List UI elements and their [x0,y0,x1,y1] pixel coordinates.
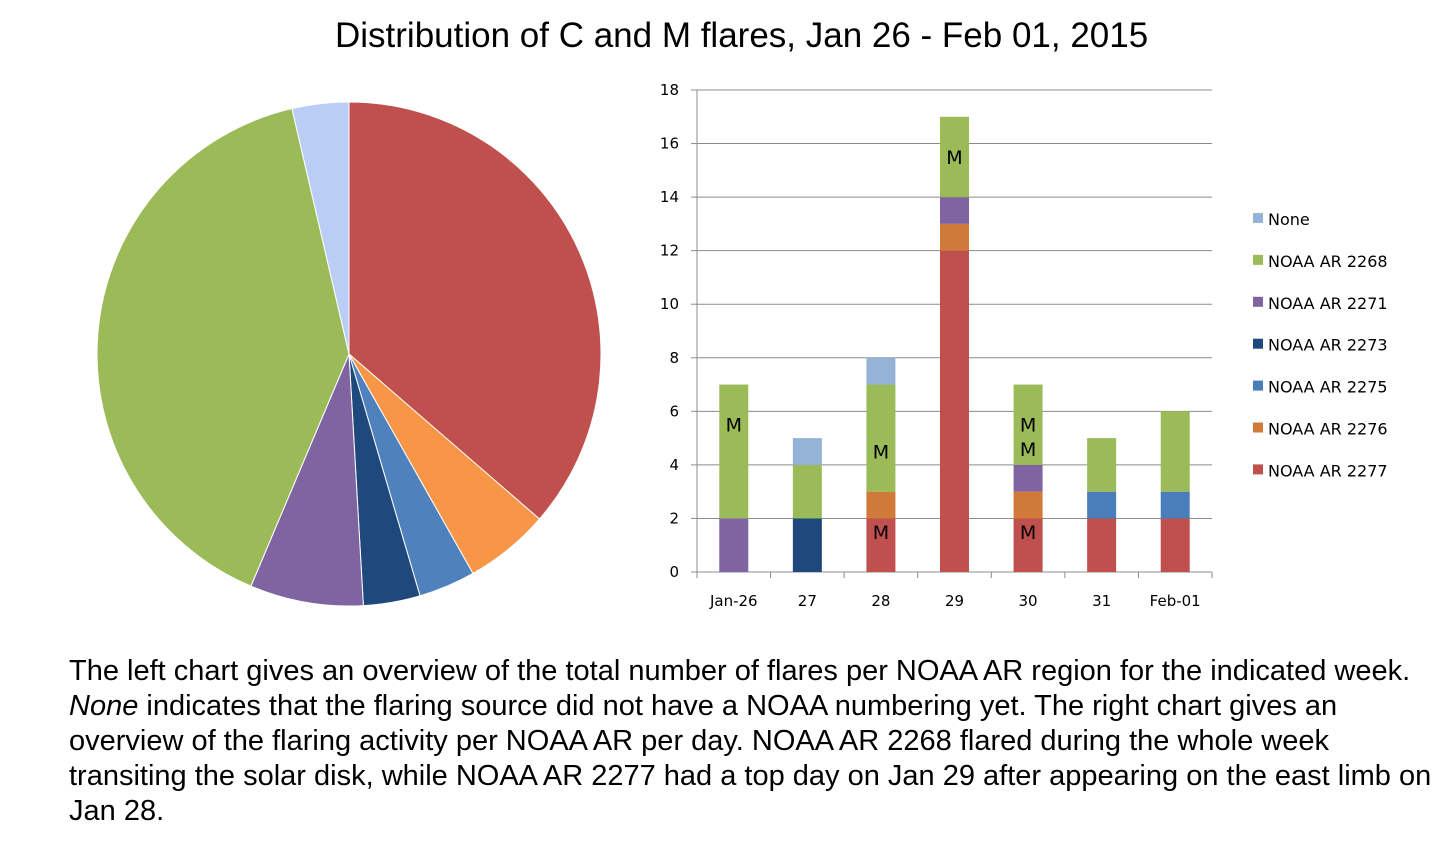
bar-30-noaa-ar-2271 [1013,464,1043,492]
caption-part-1: The left chart gives an overview of the … [69,655,1411,687]
bar-feb-01-noaa-ar-2277 [1160,518,1190,572]
m-flare-label: M [946,147,962,169]
legend-label-noaa-ar-2276: NOAA AR 2276 [1268,420,1388,439]
bar-29-noaa-ar-2271 [940,197,969,224]
bar-30-noaa-ar-2277 [1013,518,1043,572]
pie-slice-none [291,101,350,355]
m-flare-label: M [873,442,889,464]
m-flare-label: M [726,415,742,437]
y-tick-label: 2 [669,509,679,527]
bar-29-noaa-ar-2276 [940,223,969,251]
y-tick-label: 8 [669,349,679,367]
bar-28-noaa-ar-2277 [866,518,896,572]
m-flare-label: M [1020,439,1036,461]
m-flare-label: M [1020,522,1036,544]
legend-swatch-noaa-ar-2275 [1253,380,1263,391]
bar-28-noaa-ar-2276 [866,491,896,519]
legend-label-noaa-ar-2271: NOAA AR 2271 [1268,294,1388,313]
x-tick-label-31: 31 [1092,592,1111,610]
m-flare-label: M [873,522,889,544]
bar-30-noaa-ar-2276 [1013,491,1043,519]
caption-emphasis: None [69,690,139,722]
y-tick-label: 10 [660,295,679,313]
x-tick-label-29: 29 [945,592,964,610]
legend-swatch-noaa-ar-2271 [1253,296,1263,307]
bar-27-none [792,438,822,465]
caption-part-2: indicates that the flaring source did no… [69,690,1432,827]
bar-28-none [866,357,896,385]
bar-27-noaa-ar-2273 [792,518,822,572]
legend-swatch-noaa-ar-2273 [1253,338,1263,349]
bar-27-noaa-ar-2268 [792,464,822,519]
y-tick-label: 14 [660,188,679,206]
bar-31-noaa-ar-2268 [1087,438,1117,492]
bar-28-noaa-ar-2268 [866,384,896,492]
x-tick-label-30: 30 [1019,592,1038,610]
x-tick-label-jan-26: Jan-26 [709,592,758,610]
legend-label-noaa-ar-2277: NOAA AR 2277 [1268,461,1388,480]
bar-30-noaa-ar-2268 [1013,384,1043,465]
y-tick-label: 12 [660,242,679,260]
m-flare-label: M [1020,415,1036,437]
y-tick-label: 4 [669,456,679,474]
legend-swatch-none [1253,213,1263,223]
bar-31-noaa-ar-2275 [1087,491,1117,519]
bar-feb-01-noaa-ar-2275 [1160,491,1190,519]
pie-chart [96,101,602,607]
y-tick-label: 6 [669,402,679,420]
legend-swatch-noaa-ar-2268 [1253,254,1263,265]
bar-31-noaa-ar-2277 [1087,518,1117,572]
legend-swatch-noaa-ar-2276 [1253,422,1263,433]
pie-slice-noaa-ar-2271 [250,353,364,607]
legend-label-noaa-ar-2273: NOAA AR 2273 [1268,336,1388,355]
y-tick-label: 16 [660,135,679,153]
bar-feb-01-noaa-ar-2268 [1160,411,1190,492]
x-tick-label-27: 27 [798,592,817,610]
bar-29-noaa-ar-2277 [940,250,969,572]
pie-slice-noaa-ar-2277 [348,101,602,520]
chart-title: Distribution of C and M flares, Jan 26 -… [335,16,1149,55]
x-tick-label-feb-01: Feb-01 [1150,592,1201,610]
legend-label-noaa-ar-2268: NOAA AR 2268 [1268,252,1388,271]
bar-jan-26-noaa-ar-2271 [719,518,749,572]
caption: The left chart gives an overview of the … [69,654,1439,829]
bar-jan-26-noaa-ar-2268 [719,384,749,519]
y-tick-label: 18 [660,81,679,99]
legend-label-noaa-ar-2275: NOAA AR 2275 [1268,378,1388,397]
y-tick-label: 0 [669,563,679,581]
bar-29-noaa-ar-2268 [940,116,969,198]
pie-slice-noaa-ar-2268 [96,107,350,587]
x-tick-label-28: 28 [871,592,890,610]
legend-label-none: None [1268,210,1310,229]
legend-swatch-noaa-ar-2277 [1253,464,1263,475]
